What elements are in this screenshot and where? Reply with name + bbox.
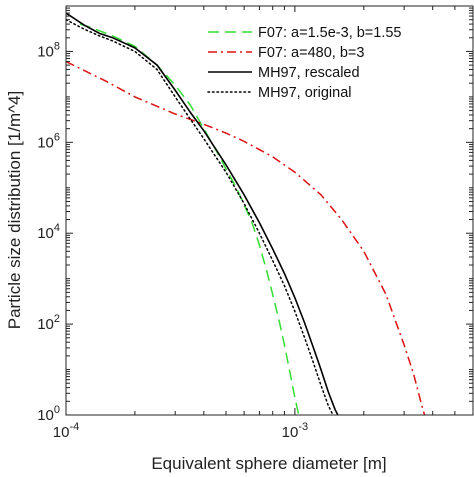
series-line-1	[79, 23, 300, 415]
plot-frame	[65, 5, 474, 416]
legend-label-1: F07: a=1.5e-3, b=1.55	[258, 25, 402, 41]
x-axis-label: Equivalent sphere diameter [m]	[151, 454, 386, 473]
y-axis-label: Particle size distribution [1/m^4]	[5, 91, 24, 330]
x-tick-label: 10-4	[53, 421, 79, 441]
series-layer	[66, 12, 426, 415]
x-tick-label: 10-3	[282, 421, 308, 441]
y-tick-label: 106	[37, 131, 60, 151]
legend-label-3: MH97, rescaled	[258, 65, 360, 81]
legend: F07: a=1.5e-3, b=1.55 F07: a=480, b=3 MH97…	[198, 12, 434, 104]
tick-labels: 10-4 10-3 100 102 104 106 108	[37, 40, 308, 441]
ticks-layer	[65, 6, 474, 416]
series-line-4	[66, 18, 334, 415]
y-tick-label: 108	[37, 40, 60, 60]
legend-label-4: MH97, original	[258, 85, 352, 101]
legend-label-2: F07: a=480, b=3	[258, 45, 364, 61]
series-line-3	[66, 12, 339, 415]
y-tick-label: 104	[37, 222, 60, 242]
legend-box	[198, 12, 434, 104]
series-line-2	[66, 60, 426, 415]
y-tick-label: 100	[37, 404, 60, 424]
y-tick-label: 102	[37, 313, 60, 333]
